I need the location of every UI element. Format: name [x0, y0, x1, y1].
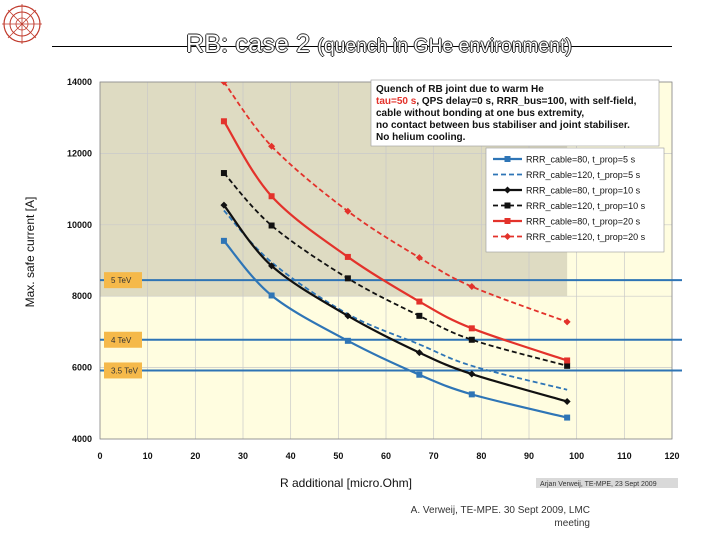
legend: RRR_cable=80, t_prop=5 s RRR_cable=120, t…: [485, 147, 665, 253]
x-tick-label: 10: [143, 451, 153, 461]
data-point: [563, 398, 571, 406]
x-tick-label: 40: [286, 451, 296, 461]
data-point: [344, 207, 352, 215]
slide-title-sub: (quench in GHe environment): [317, 36, 573, 57]
data-point: [563, 318, 571, 326]
data-point: [468, 283, 476, 291]
x-tick-label: 100: [569, 451, 584, 461]
data-point: [268, 142, 276, 150]
data-point: [220, 201, 228, 209]
x-tick-label: 90: [524, 451, 534, 461]
data-point: [504, 202, 511, 209]
annotation-line-4: no contact between bus stabiliser and jo…: [376, 120, 630, 131]
data-point: [344, 275, 351, 282]
title-rule: [52, 46, 672, 47]
slide-title-main: RB: case 2: [186, 30, 311, 58]
data-point: [416, 371, 423, 378]
series-line: [223, 172, 568, 367]
data-point: [268, 222, 275, 229]
data-point: [416, 312, 423, 319]
legend-label: RRR_cable=120, t_prop=20 s: [526, 232, 646, 242]
data-point: [220, 237, 227, 244]
annotation-line-3: cable without bonding at one bus extremi…: [376, 108, 584, 119]
data-point: [564, 362, 571, 369]
legend-label: RRR_cable=80, t_prop=20 s: [526, 217, 641, 227]
data-point: [504, 186, 511, 194]
data-point: [268, 193, 275, 200]
y-tick-label: 14000: [67, 77, 92, 87]
reference-label: 4 TeV: [111, 336, 132, 345]
data-point: [268, 292, 275, 299]
annotation-line-5: No helium cooling.: [376, 132, 466, 143]
series-line: [223, 240, 568, 419]
data-point: [504, 233, 511, 240]
credit-box: Arjan Verweij, TE-MPE, 23 Sept 2009: [536, 478, 678, 488]
slide-title: RB: case 2 (quench in GHe environment): [186, 30, 572, 59]
x-tick-label: 50: [333, 451, 343, 461]
data-point: [468, 325, 475, 332]
reference-label: 5 TeV: [111, 276, 132, 285]
reference-label: 3.5 TeV: [111, 366, 139, 375]
data-point: [468, 370, 476, 378]
data-point: [504, 218, 511, 224]
x-axis-label: R additional [micro.Ohm]: [280, 476, 412, 490]
legend-label: RRR_cable=120, t_prop=10 s: [526, 201, 646, 211]
credit-text: Arjan Verweij, TE-MPE, 23 Sept 2009: [540, 481, 657, 488]
data-point: [564, 414, 571, 421]
data-point: [268, 262, 276, 270]
x-tick-label: 120: [664, 451, 679, 461]
legend-label: RRR_cable=120, t_prop=5 s: [526, 170, 641, 180]
annotation-tau: tau=50 s: [376, 96, 417, 107]
data-point: [416, 298, 423, 305]
y-tick-label: 10000: [67, 220, 92, 230]
x-tick-label: 60: [381, 451, 391, 461]
data-point: [564, 357, 571, 364]
annotation-line-2: tau=50 s, QPS delay=0 s, RRR_bus=100, wi…: [376, 96, 637, 107]
x-tick-label: 0: [97, 451, 102, 461]
footer-line-2: meeting: [554, 518, 590, 529]
y-tick-label: 4000: [72, 434, 92, 444]
data-point: [220, 170, 227, 177]
reference-label-box: [104, 362, 142, 379]
annotation-box: Quench of RB joint due to warm He tau=50…: [370, 79, 660, 147]
data-point: [504, 156, 511, 162]
annotation-line-1: Quench of RB joint due to warm He: [376, 84, 544, 95]
cern-logo-icon: [2, 4, 42, 44]
series-line: [223, 82, 568, 323]
data-point: [468, 391, 475, 398]
data-point: [220, 82, 228, 86]
annotation-line-2-rest: , QPS delay=0 s, RRR_bus=100, with self-…: [416, 96, 636, 107]
y-tick-label: 12000: [67, 148, 92, 158]
x-tick-label: 70: [429, 451, 439, 461]
x-tick-label: 110: [617, 451, 632, 461]
y-axis-label: Max. safe current [A]: [23, 197, 37, 308]
x-tick-label: 30: [238, 451, 248, 461]
data-point: [415, 254, 423, 262]
footer-line-1: A. Verweij, TE-MPE. 30 Sept 2009, LMC: [410, 505, 590, 516]
series-line: [223, 120, 568, 362]
x-tick-label: 80: [476, 451, 486, 461]
data-point: [220, 118, 227, 125]
y-tick-label: 6000: [72, 363, 92, 373]
data-point: [344, 253, 351, 260]
y-tick-label: 8000: [72, 291, 92, 301]
legend-label: RRR_cable=80, t_prop=5 s: [526, 155, 636, 165]
series-line: [223, 209, 568, 391]
reference-label-box: [104, 331, 142, 348]
x-tick-label: 20: [190, 451, 200, 461]
legend-label: RRR_cable=80, t_prop=10 s: [526, 186, 641, 196]
data-point: [344, 312, 352, 320]
footer-text: A. Verweij, TE-MPE. 30 Sept 2009, LMC me…: [350, 504, 590, 530]
data-point: [415, 349, 423, 357]
series-line: [223, 204, 568, 403]
data-point: [344, 337, 351, 344]
reference-label-box: [104, 272, 142, 289]
data-point: [468, 336, 475, 343]
